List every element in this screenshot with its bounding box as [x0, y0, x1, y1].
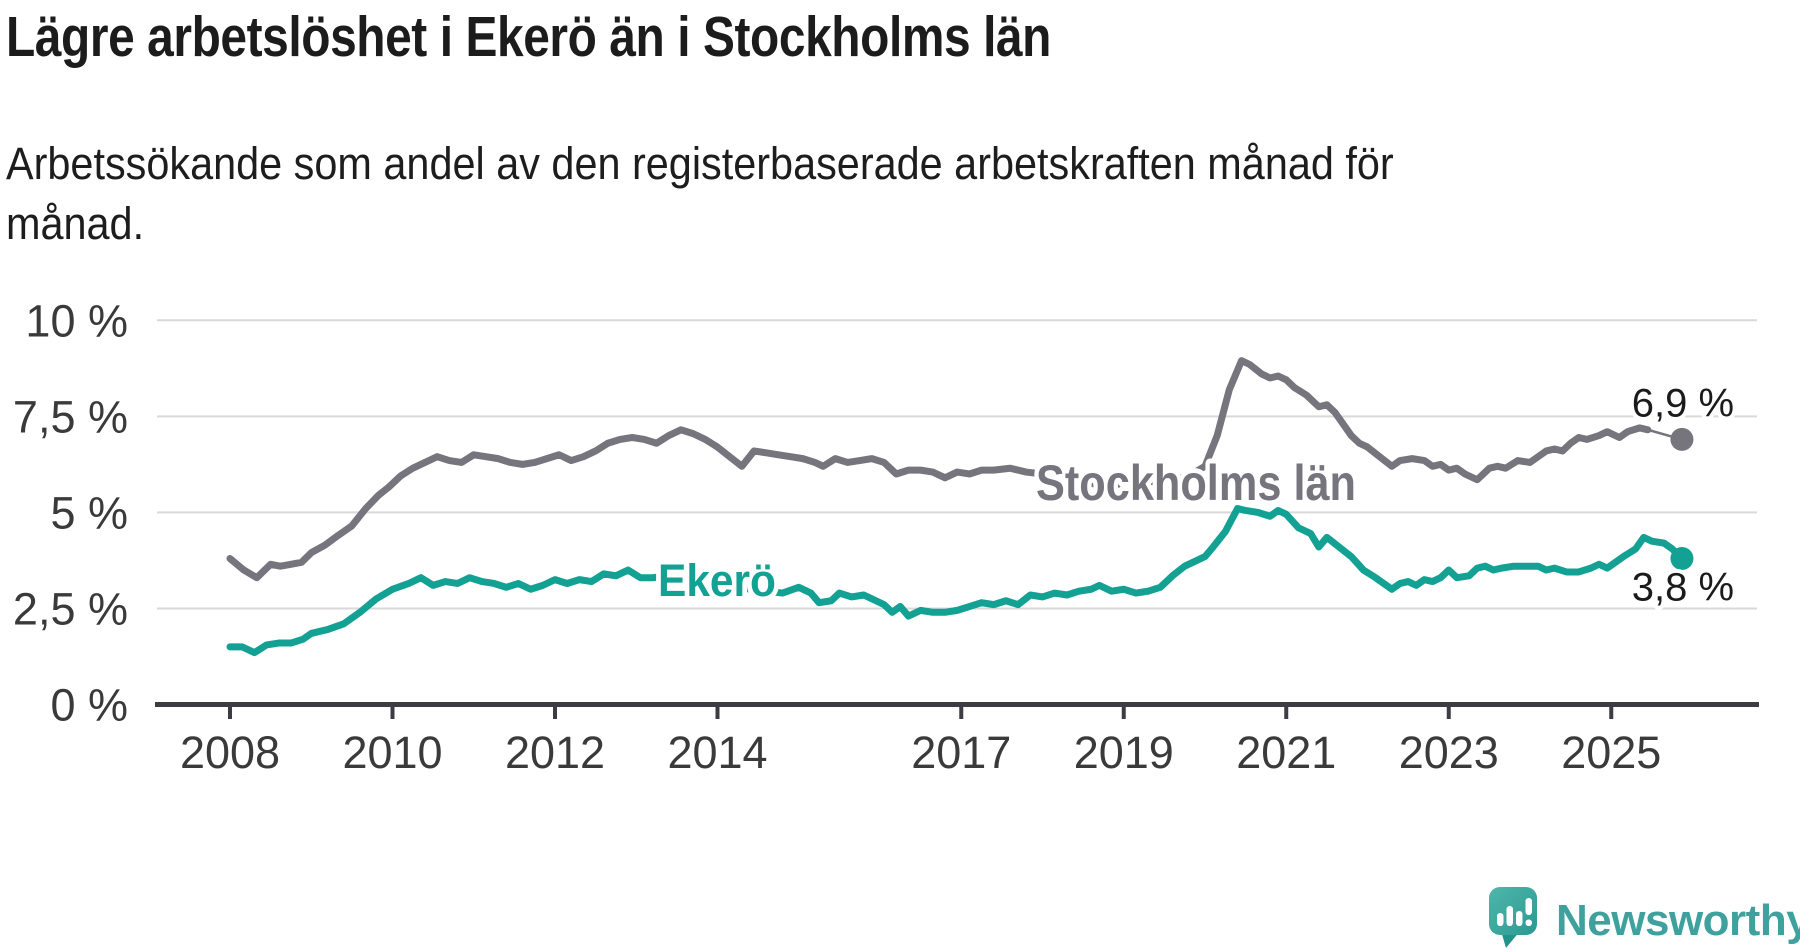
x-tick-label: 2023: [1399, 727, 1499, 778]
x-tick-label: 2017: [911, 727, 1011, 778]
x-tick-label: 2008: [180, 727, 280, 778]
x-tick-label: 2012: [505, 727, 605, 778]
end-value-label-stockholms-l-n: 6,9 %: [1632, 381, 1734, 425]
series-label-stockholms-l-n: Stockholms län: [1036, 455, 1356, 511]
y-tick-label: 7,5 %: [13, 391, 128, 442]
series-line-stockholms-l-n: [226, 357, 1652, 582]
x-tick-label: 2019: [1074, 727, 1174, 778]
chart-subtitle: Arbetssökande som andel av den registerb…: [6, 138, 1394, 250]
end-dot-stockholms-l-n: [1670, 427, 1694, 451]
end-dot-eker: [1670, 547, 1694, 571]
chart-title: Lägre arbetslöshet i Ekerö än i Stockhol…: [6, 5, 1052, 69]
newsworthy-bubble-chart-icon: [1489, 887, 1537, 948]
series-line-eker: [226, 505, 1686, 657]
end-value-label-eker: 3,8 %: [1632, 566, 1734, 610]
x-tick-label: 2010: [342, 727, 442, 778]
brand-name: Newsworthy: [1556, 896, 1800, 945]
x-tick-label: 2021: [1236, 727, 1336, 778]
y-tick-label: 10 %: [25, 295, 128, 346]
series-label-eker: Ekerö: [658, 555, 776, 606]
y-tick-label: 0 %: [50, 680, 128, 731]
x-tick-label: 2014: [667, 727, 767, 778]
y-tick-label: 5 %: [50, 487, 128, 538]
newsworthy-logo[interactable]: [1487, 885, 1545, 949]
x-tick-label: 2025: [1561, 727, 1661, 778]
y-tick-label: 2,5 %: [13, 583, 128, 634]
